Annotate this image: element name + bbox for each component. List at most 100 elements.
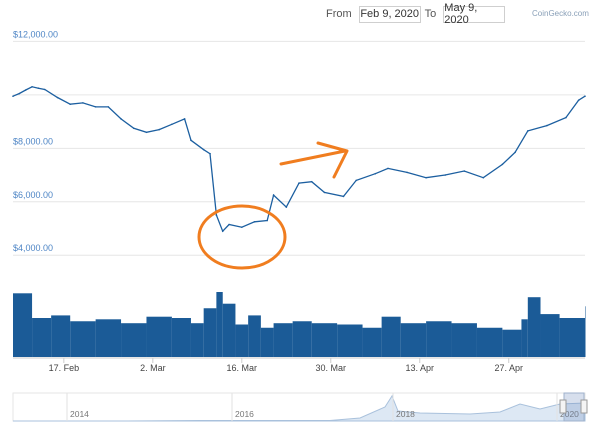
navigator[interactable]: 2014 2016 2018 2020: [12, 392, 588, 422]
volume-bar: [527, 297, 541, 357]
volume-bar: [521, 319, 528, 357]
price-point: [584, 95, 586, 97]
price-point: [94, 106, 97, 108]
volume-bar: [146, 316, 172, 357]
price-point: [463, 170, 466, 172]
volume-bar: [121, 323, 147, 357]
x-tick-label: 16. Mar: [227, 363, 258, 373]
from-date-input[interactable]: Feb 9, 2020: [358, 5, 421, 23]
annotation-circle: [197, 204, 287, 270]
price-point: [228, 223, 230, 226]
navigator-ticks: 2014 2016 2018 2020: [66, 393, 579, 421]
price-point: [444, 174, 446, 176]
y-axis-labels: $4,000.00 $6,000.00 $8,000.00 $12,000.00: [13, 29, 58, 253]
price-point: [577, 99, 580, 101]
volume-bar: [95, 319, 122, 357]
x-tick-label: 2. Mar: [140, 363, 166, 373]
from-label: From: [326, 8, 352, 20]
price-point: [69, 103, 71, 106]
price-point: [202, 148, 205, 151]
y-tick-label: $4,000.00: [13, 243, 53, 253]
price-point: [12, 95, 14, 97]
price-point: [514, 151, 516, 154]
x-axis-labels: 17. Feb 2. Mar 16. Mar 30. Mar 13. Apr 27. Ap…: [49, 358, 523, 373]
price-point: [82, 102, 84, 104]
price-point: [43, 88, 46, 91]
price-point: [158, 128, 160, 131]
volume-bar: [337, 324, 363, 357]
volume-bar: [32, 318, 52, 357]
volume-bar: [70, 321, 96, 357]
price-point: [565, 116, 567, 119]
annotation-arrow-head: [316, 141, 349, 179]
volume-bar: [502, 329, 522, 357]
price-point: [374, 172, 377, 175]
price-point: [209, 152, 211, 155]
price-point: [145, 131, 148, 134]
price-point: [171, 123, 173, 126]
price-point: [24, 89, 27, 91]
price-point: [107, 106, 110, 108]
annotation-arrow-shaft: [279, 149, 347, 166]
price-point: [546, 124, 548, 127]
price-point: [527, 130, 529, 132]
volume-bar: [260, 327, 274, 357]
price-points: [12, 86, 586, 232]
y-tick-label: $6,000.00: [13, 190, 53, 200]
volume-bar: [190, 323, 204, 357]
price-point: [241, 226, 243, 228]
volume-bar: [476, 327, 503, 357]
x-tick-label: 13. Apr: [405, 363, 434, 373]
price-point: [253, 221, 256, 223]
volume-bar: [426, 321, 452, 357]
volume-bar: [51, 315, 71, 357]
price-point: [298, 182, 300, 184]
price-point: [425, 176, 427, 179]
x-tick-label: 17. Feb: [49, 363, 80, 373]
navigator-handle-right[interactable]: [580, 399, 588, 414]
credit-link[interactable]: CoinGecko.com: [532, 9, 589, 18]
navigator-series: [13, 394, 586, 422]
volume-bar: [216, 292, 223, 357]
price-point: [56, 96, 59, 99]
price-point: [266, 219, 269, 222]
volume-bar: [248, 315, 261, 357]
volume-bar: [311, 323, 338, 357]
price-point: [482, 176, 485, 179]
volume-bar: [559, 318, 585, 357]
navigator-tick-label: 2016: [235, 409, 254, 419]
x-tick-label: 30. Mar: [316, 363, 347, 373]
x-tick-label: 27. Apr: [494, 363, 523, 373]
to-label: To: [424, 8, 437, 20]
volume-bar: [235, 324, 249, 357]
price-point: [183, 118, 186, 120]
navigator-tick-label: 2014: [70, 409, 89, 419]
volume-bar: [400, 323, 427, 357]
price-point: [31, 86, 33, 88]
y-tick-label: $8,000.00: [13, 136, 53, 146]
navigator-tick-label: 2020: [560, 409, 579, 419]
y-tick-label: $12,000.00: [13, 29, 58, 39]
price-point: [221, 230, 224, 232]
price-point: [272, 194, 275, 196]
price-point: [323, 191, 326, 194]
volume-bar: [273, 323, 293, 357]
annotations: [197, 141, 349, 270]
navigator-handle-left[interactable]: [559, 399, 567, 414]
price-point: [285, 206, 288, 208]
price-point: [355, 179, 358, 182]
price-point: [342, 195, 345, 198]
price-point: [18, 92, 21, 95]
volume-bar: [222, 303, 236, 357]
price-point: [132, 127, 135, 130]
volume-bars: [13, 292, 586, 357]
price-point: [120, 118, 122, 120]
price-point: [501, 163, 504, 166]
volume-bar: [540, 314, 560, 357]
price-point: [406, 171, 408, 174]
price-point: [37, 87, 40, 89]
volume-bar: [171, 318, 191, 357]
volume-bar: [585, 306, 586, 357]
volume-bar: [13, 293, 33, 357]
